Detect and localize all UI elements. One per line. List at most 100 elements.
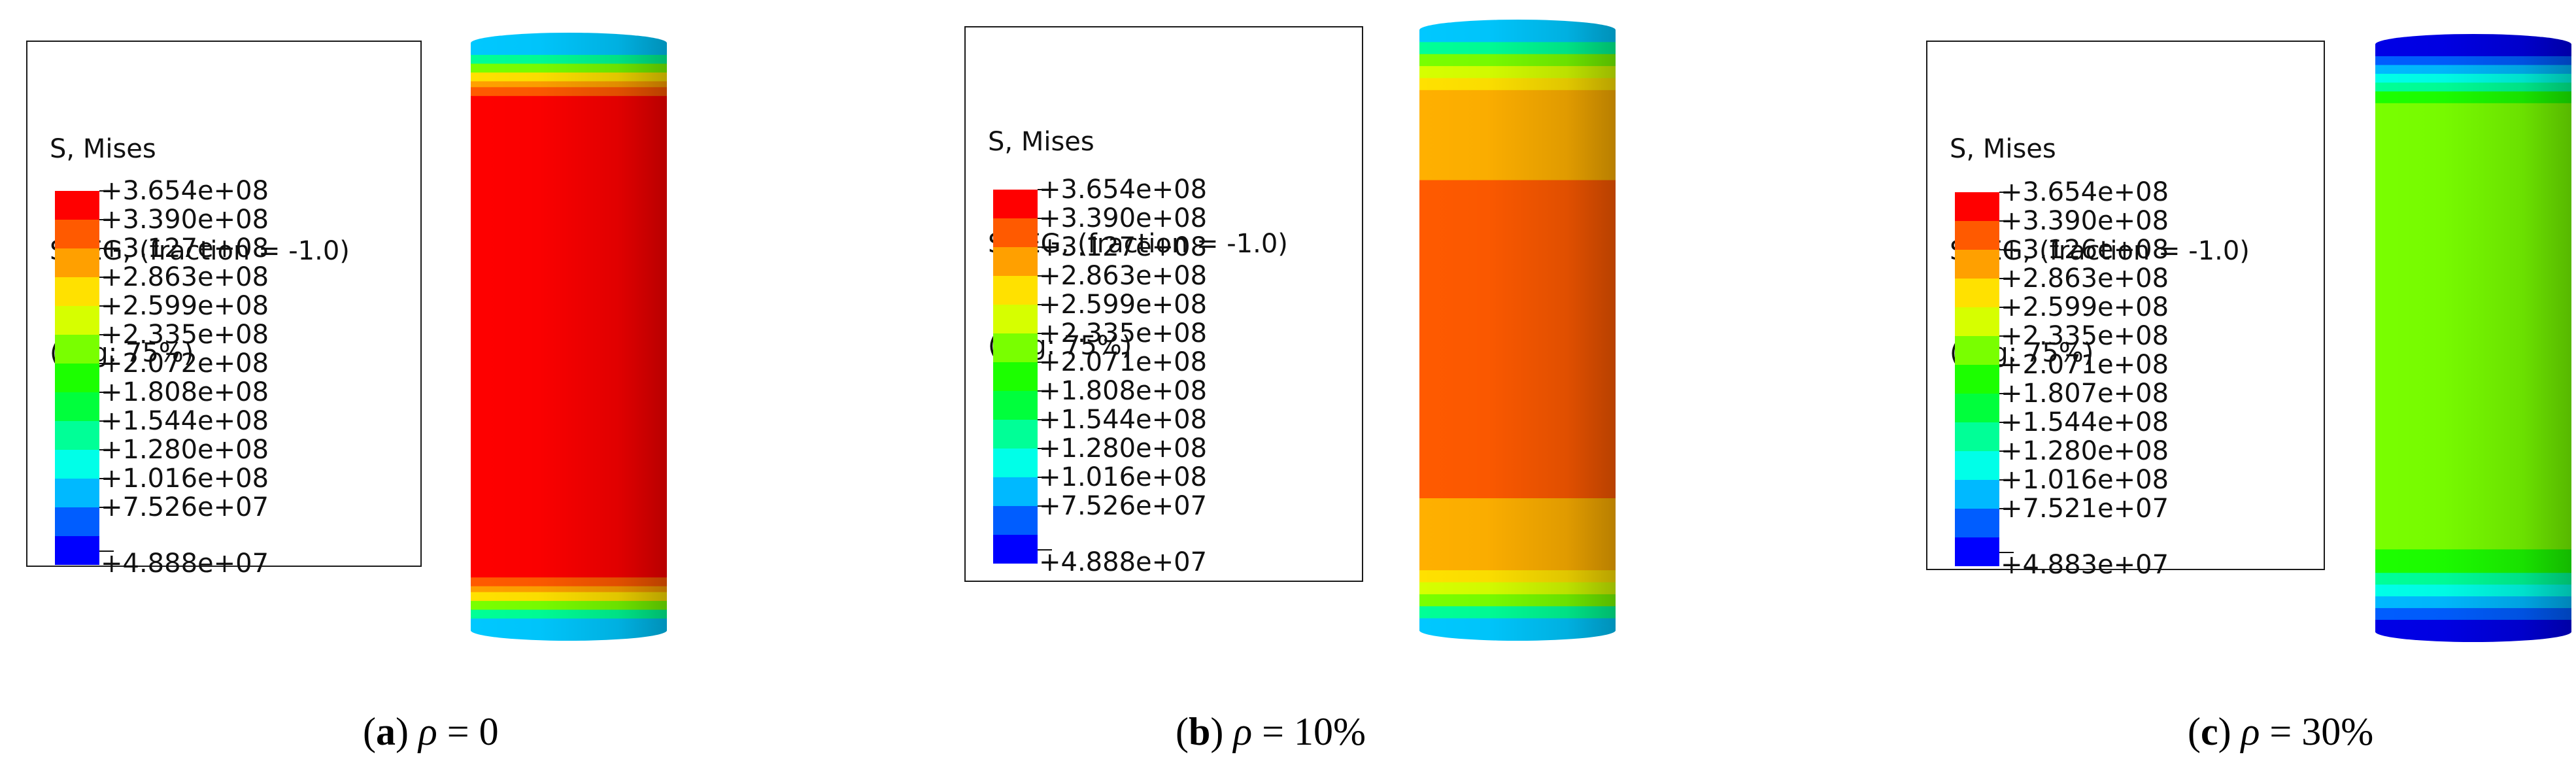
legend-line1: S, Mises: [988, 127, 1094, 157]
legend-value: +1.807e+08: [2001, 379, 2169, 409]
legend-tick: [1038, 304, 1052, 305]
legend-swatch: [55, 507, 99, 536]
legend-value: +2.863e+08: [1039, 261, 1208, 291]
legend-swatch: [1955, 365, 1999, 394]
caption-b: (b) ρ = 10%: [1176, 710, 1366, 753]
legend-swatch: [55, 191, 99, 220]
legend-tick: [99, 277, 114, 278]
legend-swatch: [1955, 250, 1999, 279]
legend-value: +3.126e+08: [2001, 235, 2169, 265]
legend-value: +1.544e+08: [1039, 405, 1208, 435]
legend-tick: [99, 248, 114, 249]
legend-value: +3.127e+08: [101, 233, 269, 263]
legend-swatch: [55, 450, 99, 479]
legend-value: +2.335e+08: [2001, 321, 2169, 351]
legend-swatch: [1955, 537, 1999, 566]
legend-swatch: [993, 420, 1038, 449]
legend-value: +4.888e+07: [1039, 547, 1208, 577]
caption-c: (c) ρ = 30%: [2188, 710, 2374, 753]
legend-tick: [1999, 335, 2014, 337]
legend-value: +1.544e+08: [2001, 407, 2169, 437]
legend-tick: [1038, 189, 1052, 190]
legend-value: +2.071e+08: [1039, 347, 1208, 377]
legend-tick: [99, 551, 114, 552]
legend-swatch: [993, 477, 1038, 506]
legend-swatch: [1955, 422, 1999, 451]
legend-tick: [1999, 220, 2014, 222]
legend-tick: [1999, 393, 2014, 394]
legend-value: +1.280e+08: [2001, 436, 2169, 466]
legend-a: S, Mises SNEG, (fraction = -1.0) (Avg: 7…: [26, 41, 422, 578]
legend-line1: S, Mises: [50, 134, 156, 164]
legend-tick: [1999, 192, 2014, 193]
legend-value: +2.335e+08: [1039, 318, 1208, 348]
legend-tick: [1038, 246, 1052, 248]
legend-swatch: [55, 536, 99, 565]
legend-tick: [1999, 364, 2014, 365]
legend-swatch: [1955, 221, 1999, 250]
legend-tick: [99, 420, 114, 422]
legend-tick: [99, 190, 114, 192]
cylinder-shading: [1419, 30, 1616, 630]
legend-swatch: [993, 190, 1038, 218]
cylinder-bottom-shade: [2375, 621, 2571, 642]
legend-tick: [99, 219, 114, 220]
legend-tick: [99, 449, 114, 450]
legend-swatch: [993, 535, 1038, 564]
legend-value: +4.888e+07: [101, 549, 269, 579]
legend-swatch: [1955, 192, 1999, 221]
cylinder-bottom-shade: [471, 620, 667, 641]
legend-tick: [1038, 218, 1052, 219]
caption-a: (a) ρ = 0: [363, 710, 499, 753]
legend-swatch: [993, 449, 1038, 477]
legend-swatch: [1955, 480, 1999, 509]
legend-value: +2.599e+08: [101, 291, 269, 321]
legend-swatch: [993, 305, 1038, 333]
legend-value: +2.599e+08: [2001, 292, 2169, 322]
legend-swatch: [993, 247, 1038, 276]
legend-tick: [1038, 448, 1052, 449]
legend-tick: [99, 392, 114, 393]
legend-value: +4.883e+07: [2001, 550, 2169, 580]
legend-swatch: [1955, 394, 1999, 422]
legend-swatch: [55, 220, 99, 248]
legend-b: S, Mises SNEG, (fraction = -1.0) (Avg: 7…: [964, 26, 1363, 582]
legend-swatch: [55, 306, 99, 335]
legend-tick: [1038, 477, 1052, 478]
legend-swatch: [55, 392, 99, 421]
legend-swatch: [1955, 307, 1999, 336]
legend-swatch: [55, 277, 99, 306]
legend-value: +1.280e+08: [101, 435, 269, 465]
legend-value: +7.526e+07: [101, 492, 269, 522]
legend-value: +1.808e+08: [1039, 376, 1208, 406]
legend-tick: [1999, 422, 2014, 423]
legend-value: +3.390e+08: [2001, 206, 2169, 236]
legend-value: +2.863e+08: [101, 262, 269, 292]
legend-tick: [99, 305, 114, 307]
legend-tick: [99, 363, 114, 364]
legend-swatch: [1955, 451, 1999, 480]
legend-swatch: [55, 421, 99, 450]
cylinder-top-shade: [1419, 20, 1616, 41]
legend-value: +3.390e+08: [101, 205, 269, 235]
legend-value: +7.526e+07: [1039, 491, 1208, 521]
cylinder-a: [471, 33, 667, 641]
legend-value: +1.280e+08: [1039, 433, 1208, 464]
cylinder-bottom-shade: [1419, 620, 1616, 641]
legend-swatch: [55, 335, 99, 364]
legend-tick: [1999, 552, 2014, 553]
legend-value: +2.335e+08: [101, 320, 269, 350]
legend-swatch: [993, 506, 1038, 535]
legend-line2: SNEG, (fraction = -1.0): [50, 236, 350, 266]
cylinder-c: [2375, 34, 2571, 642]
legend-tick: [1999, 450, 2014, 452]
cylinder-shading: [471, 43, 667, 630]
legend-c: S, Mises SNEG, (fraction = -1.0) (Avg: 7…: [1926, 41, 2325, 579]
legend-swatch: [1955, 279, 1999, 307]
legend-tick: [1038, 362, 1052, 363]
legend-value: +3.390e+08: [1039, 203, 1208, 233]
legend-value: +1.016e+08: [2001, 465, 2169, 495]
legend-tick: [99, 334, 114, 335]
legend-tick: [99, 478, 114, 479]
panel-b: S, Mises SNEG, (fraction = -1.0) (Avg: 7…: [858, 0, 1717, 780]
